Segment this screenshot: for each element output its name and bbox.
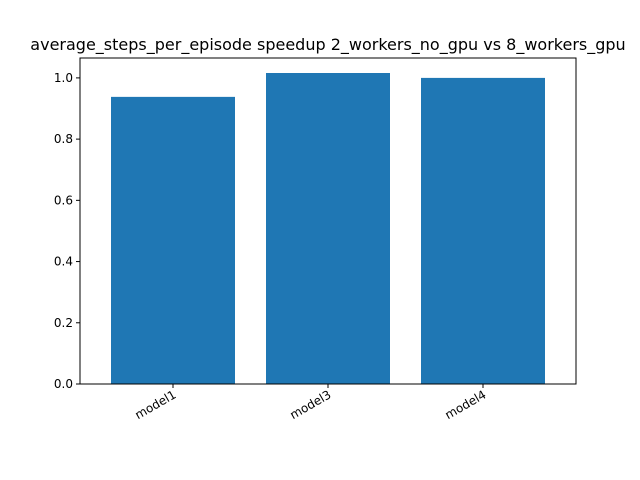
bars-group [111, 72, 545, 385]
plot-frame [79, 57, 577, 385]
x-tick-label: model4 [443, 387, 489, 422]
y-tick-label: 1.0 [54, 71, 73, 85]
x-tick-label: model1 [133, 387, 179, 422]
bar-model4 [421, 77, 545, 384]
y-axis: 0.0 0.2 0.4 0.6 0.8 1.0 [54, 71, 80, 391]
y-tick-label: 0.6 [54, 193, 73, 207]
y-tick-label: 0.2 [54, 316, 73, 330]
chart-title: average_steps_per_episode speedup 2_work… [30, 35, 625, 55]
bar-model3 [266, 72, 390, 385]
y-tick-label: 0.4 [54, 255, 73, 269]
x-axis: model1 model3 model4 [133, 384, 489, 422]
y-tick-label: 0.0 [54, 377, 73, 391]
bar-model1 [111, 96, 235, 384]
x-tick-label: model3 [288, 387, 334, 422]
y-tick-label: 0.8 [54, 132, 73, 146]
